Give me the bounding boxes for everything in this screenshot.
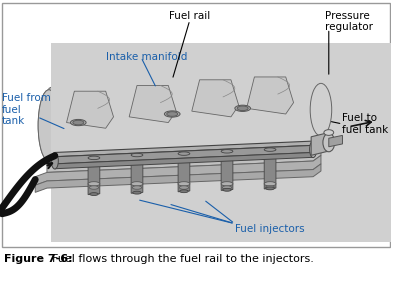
Ellipse shape	[131, 153, 143, 157]
Ellipse shape	[235, 105, 251, 111]
Ellipse shape	[310, 83, 332, 136]
Ellipse shape	[221, 182, 233, 186]
Ellipse shape	[90, 193, 98, 196]
Ellipse shape	[264, 148, 276, 151]
Polygon shape	[55, 145, 313, 164]
Ellipse shape	[237, 106, 248, 111]
Ellipse shape	[73, 120, 84, 125]
Ellipse shape	[266, 187, 275, 190]
Ellipse shape	[180, 190, 188, 193]
Bar	[2, 3, 390, 247]
Text: Pressure
regulator: Pressure regulator	[325, 11, 373, 32]
Polygon shape	[221, 151, 233, 190]
Ellipse shape	[179, 186, 189, 189]
Ellipse shape	[38, 90, 60, 161]
Polygon shape	[192, 80, 239, 117]
Ellipse shape	[223, 188, 231, 191]
Polygon shape	[55, 141, 313, 157]
Ellipse shape	[265, 186, 275, 189]
Text: Fuel flows through the fuel rail to the injectors.: Fuel flows through the fuel rail to the …	[45, 254, 314, 264]
Polygon shape	[47, 128, 321, 171]
Ellipse shape	[89, 186, 99, 189]
Text: Fuel injectors: Fuel injectors	[235, 224, 304, 235]
Polygon shape	[55, 152, 313, 169]
Polygon shape	[247, 77, 294, 114]
Ellipse shape	[264, 182, 276, 186]
Ellipse shape	[88, 182, 100, 186]
Text: Fuel to
fuel tank: Fuel to fuel tank	[342, 113, 389, 135]
Polygon shape	[35, 155, 321, 185]
Ellipse shape	[71, 119, 86, 126]
Polygon shape	[47, 80, 67, 161]
Ellipse shape	[51, 152, 58, 169]
Polygon shape	[264, 149, 276, 189]
Polygon shape	[311, 133, 329, 155]
Polygon shape	[131, 154, 143, 193]
Ellipse shape	[131, 182, 143, 186]
Text: Fuel from
fuel
tank: Fuel from fuel tank	[2, 93, 51, 126]
Polygon shape	[88, 157, 100, 195]
Ellipse shape	[323, 133, 335, 152]
Ellipse shape	[310, 141, 317, 158]
Polygon shape	[129, 86, 176, 123]
Polygon shape	[51, 43, 391, 242]
Ellipse shape	[221, 150, 233, 153]
Polygon shape	[47, 68, 321, 151]
Ellipse shape	[167, 112, 178, 116]
Ellipse shape	[133, 191, 141, 194]
Polygon shape	[35, 164, 321, 192]
Text: Fuel rail: Fuel rail	[169, 11, 210, 21]
Ellipse shape	[38, 90, 60, 161]
Ellipse shape	[222, 186, 232, 189]
Polygon shape	[47, 148, 321, 172]
Text: Intake manifold: Intake manifold	[106, 52, 187, 62]
Ellipse shape	[164, 111, 180, 117]
Ellipse shape	[178, 182, 190, 186]
Ellipse shape	[324, 130, 334, 135]
Text: Figure 7-6:: Figure 7-6:	[4, 254, 73, 264]
Ellipse shape	[132, 186, 142, 189]
Ellipse shape	[178, 152, 190, 155]
Polygon shape	[67, 91, 113, 128]
Ellipse shape	[88, 156, 100, 160]
Polygon shape	[178, 153, 190, 192]
Polygon shape	[329, 135, 342, 147]
